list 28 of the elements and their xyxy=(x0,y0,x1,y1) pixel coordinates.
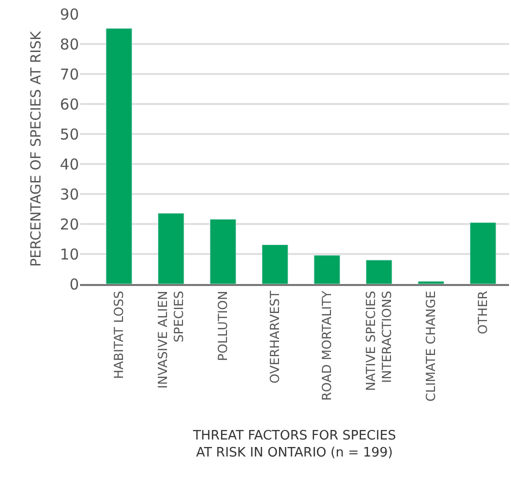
x-tick-label: OVERHARVEST xyxy=(267,290,282,384)
y-tick-label: 10 xyxy=(60,245,79,264)
bar xyxy=(470,222,496,284)
x-tick-label: ROAD MORTALITY xyxy=(319,290,334,401)
x-tick-label: INVASIVE ALIEN SPECIES xyxy=(154,290,186,389)
y-tick-label: 50 xyxy=(60,125,79,144)
bar xyxy=(366,260,392,284)
bar xyxy=(106,28,132,284)
y-axis-title: PERCENTAGE OF SPECIES AT RISK xyxy=(28,30,45,267)
bar xyxy=(210,218,236,284)
bar xyxy=(314,254,340,284)
y-tick-label: 0 xyxy=(69,275,79,294)
bar xyxy=(418,281,444,284)
x-tick-label: NATIVE SPECIES INTERACTIONS xyxy=(362,290,394,392)
y-tick-label: 20 xyxy=(60,215,79,234)
bar xyxy=(158,212,184,284)
y-tick-label: 40 xyxy=(60,155,79,174)
y-tick-label: 70 xyxy=(60,65,79,84)
y-tick-label: 90 xyxy=(60,5,79,24)
y-tick-label: 60 xyxy=(60,95,79,114)
x-tick-label: CLIMATE CHANGE xyxy=(423,290,438,402)
x-tick-label: POLLUTION xyxy=(215,290,230,362)
y-tick-label: 80 xyxy=(60,35,79,54)
x-tick-label: HABITAT LOSS xyxy=(111,290,126,380)
x-tick-label: OTHER xyxy=(475,290,490,334)
y-tick-label: 30 xyxy=(60,185,79,204)
bar xyxy=(262,244,288,284)
x-axis-title: THREAT FACTORS FOR SPECIES AT RISK IN ONTARIO (n = 199) xyxy=(192,428,396,461)
